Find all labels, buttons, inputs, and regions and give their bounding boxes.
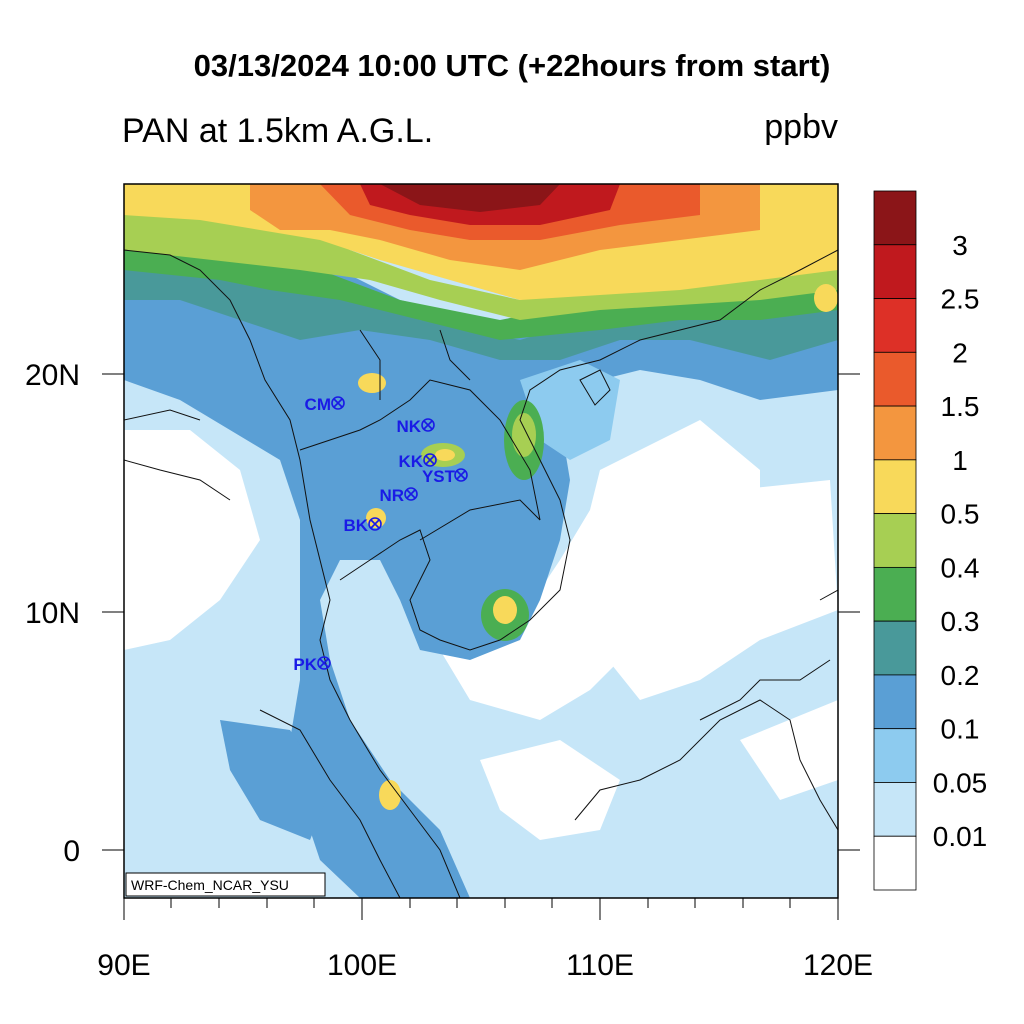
colorbar: 3 2.5 2 1.5 1 0.5 0.4 0.3 0.2 0.1 0.05 0.01: [873, 190, 988, 891]
colorbar-box: [873, 298, 917, 353]
colorbar-label: 0.5: [941, 499, 980, 530]
x-tick-label: 110E: [566, 949, 634, 982]
station-label: CM: [305, 395, 331, 414]
colorbar-label: 0.2: [941, 660, 980, 691]
colorbar-label: 1.5: [941, 391, 980, 422]
colorbar-box: [873, 351, 917, 407]
model-label: WRF-Chem_NCAR_YSU: [131, 877, 289, 893]
colorbar-box: [873, 835, 917, 891]
axis-ticks: [102, 373, 860, 920]
station-label: KK: [398, 452, 423, 471]
station-pk: PK: [293, 655, 331, 674]
colorbar-box: [873, 728, 917, 783]
colorbar-label: 0.1: [941, 714, 980, 745]
colorbar-box: [873, 244, 917, 299]
x-tick-label: 100E: [327, 949, 397, 982]
figure-title: 03/13/2024 10:00 UTC (+22hours from star…: [193, 48, 831, 83]
stations: CM NK KK YST NR BK P: [293, 395, 468, 674]
colorbar-label: 0.05: [933, 767, 988, 798]
station-label: NR: [379, 486, 404, 505]
station-cm: CM: [305, 395, 345, 414]
y-tick-label: 20N: [25, 359, 80, 392]
colorbar-label: 1: [952, 445, 968, 476]
concentration-field: [124, 184, 838, 898]
colorbar-box: [873, 405, 917, 461]
colorbar-box: [873, 513, 917, 568]
station-label: BK: [343, 516, 368, 535]
colorbar-box: [873, 190, 917, 246]
axis-labels: 90E 100E 110E 120E 20N 10N 0: [25, 359, 873, 982]
colorbar-label: 0.01: [933, 821, 988, 852]
station-label: YST: [422, 467, 456, 486]
station-bk: BK: [343, 516, 382, 535]
colorbar-boxes: [873, 190, 917, 891]
y-tick-label: 10N: [25, 597, 80, 630]
model-label-box: WRF-Chem_NCAR_YSU: [125, 872, 326, 897]
station-label: NK: [396, 417, 421, 436]
map-frame: [123, 183, 839, 899]
colorbar-label: 0.3: [941, 606, 980, 637]
colorbar-label: 2: [952, 337, 968, 368]
station-nk: NK: [396, 417, 435, 436]
station-label: PK: [293, 655, 317, 674]
coastlines: [124, 249, 838, 898]
station-yst: YST: [422, 467, 468, 486]
x-tick-label: 90E: [97, 949, 150, 982]
units-label: ppbv: [764, 108, 838, 146]
colorbar-box: [873, 459, 917, 515]
colorbar-labels: 3 2.5 2 1.5 1 0.5 0.4 0.3 0.2 0.1 0.05 0.01: [933, 230, 988, 852]
colorbar-label: 2.5: [941, 284, 980, 315]
y-tick-label: 0: [63, 835, 80, 868]
colorbar-box: [873, 674, 917, 730]
colorbar-label: 3: [952, 230, 968, 261]
colorbar-box: [873, 620, 917, 676]
colorbar-label: 0.4: [941, 552, 980, 583]
station-kk: KK: [398, 452, 437, 471]
station-nr: NR: [379, 486, 418, 505]
x-tick-label: 120E: [803, 949, 873, 982]
colorbar-box: [873, 566, 917, 622]
variable-label: PAN at 1.5km A.G.L.: [122, 112, 434, 150]
colorbar-box: [873, 782, 917, 837]
